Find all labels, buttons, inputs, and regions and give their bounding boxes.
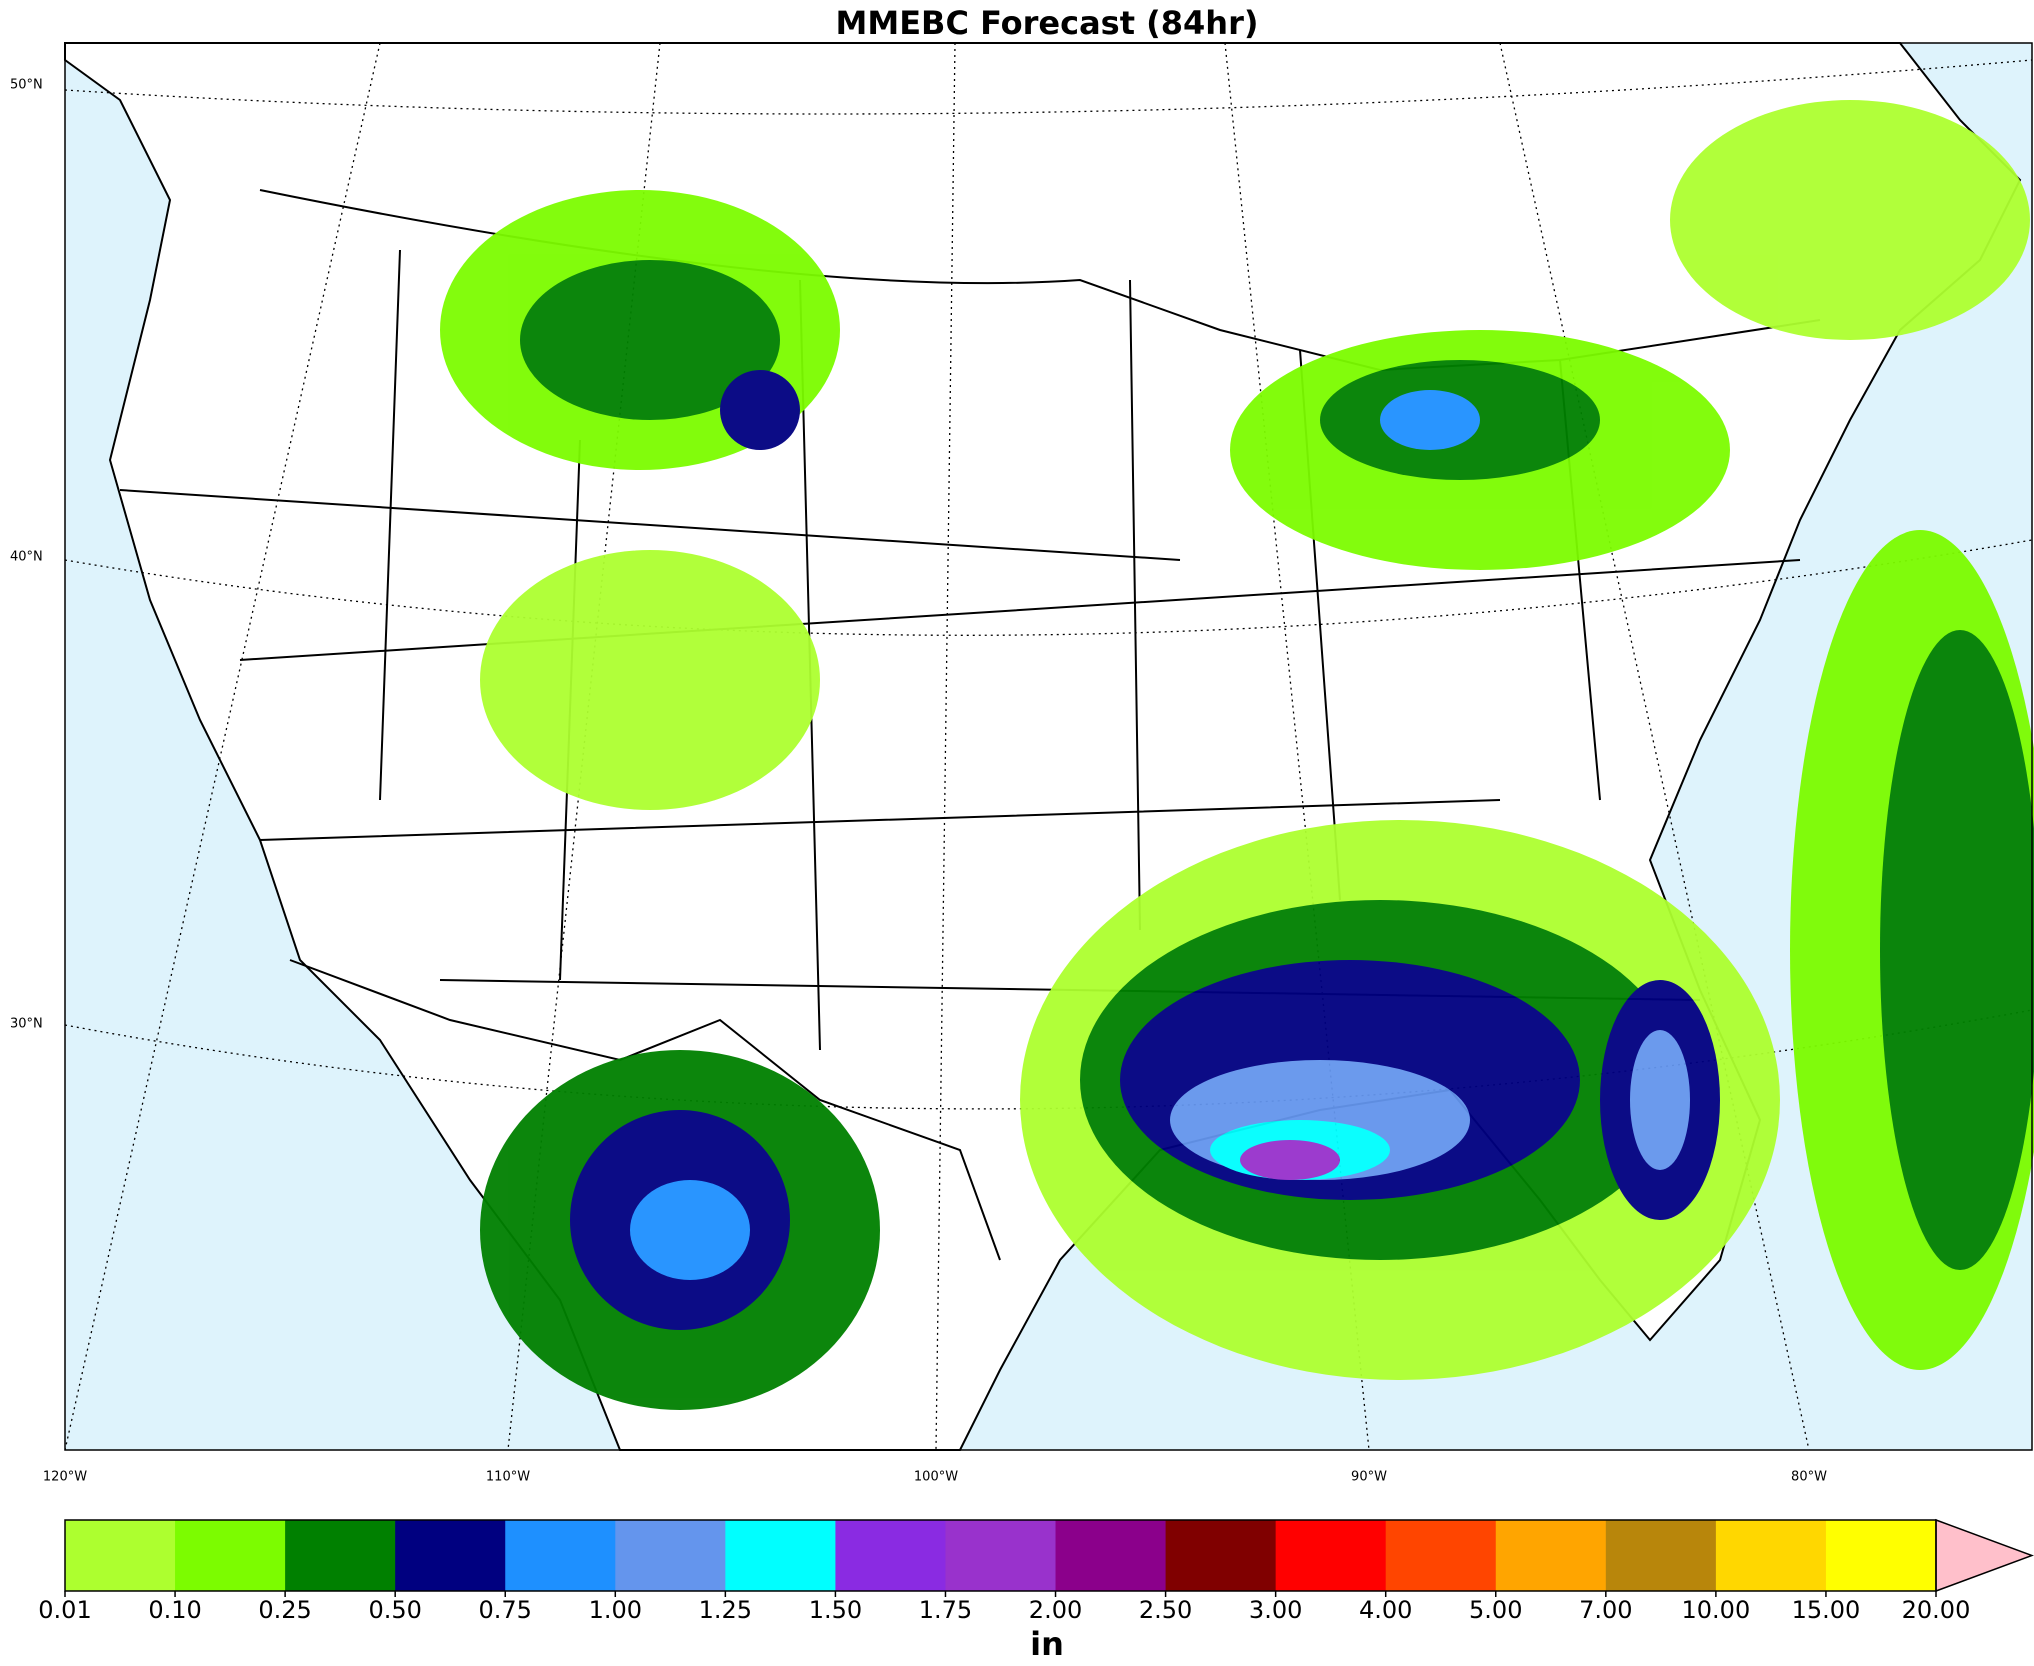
lon-label: 110°W bbox=[486, 1470, 530, 1485]
colorbar-bin bbox=[1385, 1520, 1497, 1591]
lat-label: 50°N bbox=[10, 78, 43, 93]
map bbox=[64, 42, 2034, 1451]
colorbar-tick-label: 0.75 bbox=[479, 1596, 532, 1624]
colorbar-tick-label: 1.25 bbox=[699, 1596, 752, 1624]
lon-label: 80°W bbox=[1791, 1470, 1827, 1485]
lon-label: 100°W bbox=[914, 1470, 958, 1485]
colorbar-tick-label: 0.10 bbox=[148, 1596, 201, 1624]
lon-label: 90°W bbox=[1351, 1470, 1387, 1485]
colorbar-bin bbox=[1495, 1520, 1607, 1591]
colorbar-tick-label: 15.00 bbox=[1792, 1596, 1861, 1624]
colorbar-bin bbox=[1055, 1520, 1167, 1591]
colorbar-extend bbox=[1935, 1518, 2034, 1593]
colorbar-bin bbox=[1605, 1520, 1717, 1591]
lon-label: 120°W bbox=[43, 1470, 87, 1485]
colorbar-bin bbox=[615, 1520, 726, 1591]
colorbar-tick-label: 0.25 bbox=[258, 1596, 311, 1624]
lat-label: 30°N bbox=[10, 1017, 43, 1032]
colorbar-bin bbox=[505, 1520, 616, 1591]
colorbar-tick-label: 1.75 bbox=[919, 1596, 972, 1624]
colorbar-bin bbox=[395, 1520, 506, 1591]
colorbar-tick-label: 2.50 bbox=[1139, 1596, 1192, 1624]
colorbar-tick-label: 10.00 bbox=[1682, 1596, 1751, 1624]
colorbar-bin bbox=[175, 1520, 286, 1591]
colorbar-bin bbox=[835, 1520, 946, 1591]
colorbar-tick-label: 3.00 bbox=[1249, 1596, 1302, 1624]
colorbar-tick-label: 4.00 bbox=[1359, 1596, 1412, 1624]
colorbar-bin bbox=[1715, 1520, 1827, 1591]
colorbar-bin bbox=[65, 1520, 176, 1591]
colorbar-tick-label: 1.00 bbox=[589, 1596, 642, 1624]
map-title: MMEBC Forecast (84hr) bbox=[836, 4, 1259, 42]
colorbar-bin bbox=[1275, 1520, 1387, 1591]
map-frame bbox=[64, 42, 2033, 1451]
colorbar-bin bbox=[725, 1520, 836, 1591]
colorbar-bin bbox=[1165, 1520, 1277, 1591]
precipitation bbox=[440, 100, 2034, 1410]
colorbar-frame bbox=[64, 1519, 1937, 1592]
colorbar-tick-label: 1.50 bbox=[809, 1596, 862, 1624]
colorbar-tick-label: 20.00 bbox=[1902, 1596, 1971, 1624]
colorbar-tick-label: 5.00 bbox=[1469, 1596, 1522, 1624]
colorbar-label: in bbox=[1030, 1625, 1064, 1663]
colorbar-tick-label: 7.00 bbox=[1579, 1596, 1632, 1624]
colorbar-tick-label: 2.00 bbox=[1029, 1596, 1082, 1624]
colorbar-tick-label: 0.50 bbox=[368, 1596, 421, 1624]
colorbar-tick-label: 0.01 bbox=[38, 1596, 91, 1624]
colorbar-bin bbox=[285, 1520, 396, 1591]
lat-label: 40°N bbox=[10, 550, 43, 565]
colorbar-bin bbox=[945, 1520, 1057, 1591]
colorbar-bin bbox=[1825, 1520, 1937, 1591]
